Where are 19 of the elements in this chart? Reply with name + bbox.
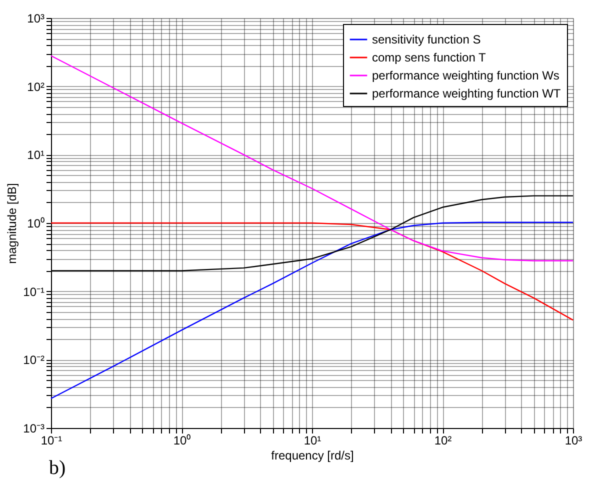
y-axis-title: magnitude [dB] [5, 183, 20, 264]
y-tick-label: 10⁰ [27, 216, 44, 230]
x-tick-label: 10⁰ [173, 434, 191, 448]
y-tick-label: 10⁻³ [23, 422, 45, 436]
legend-label: performance weighting function Ws [372, 68, 560, 82]
y-tick-label: 10⁻¹ [23, 284, 45, 299]
text: b) [49, 457, 66, 479]
x-tick-label: 10² [434, 434, 452, 448]
y-tick-label: 10⁻² [23, 353, 45, 368]
legend-label: sensitivity function S [372, 32, 481, 46]
x-tick-label: 10¹ [304, 434, 322, 448]
x-axis-title: frequency [rd/s] [271, 448, 354, 462]
y-tick-label: 10³ [27, 12, 45, 26]
x-tick-label: 10³ [564, 434, 582, 448]
legend-label: performance weighting function WT [372, 86, 562, 100]
y-tick-label: 10¹ [27, 148, 45, 162]
y-tick-label: 10² [27, 80, 45, 94]
x-tick-label: 10⁻¹ [40, 434, 62, 448]
legend-label: comp sens function T [372, 50, 487, 64]
